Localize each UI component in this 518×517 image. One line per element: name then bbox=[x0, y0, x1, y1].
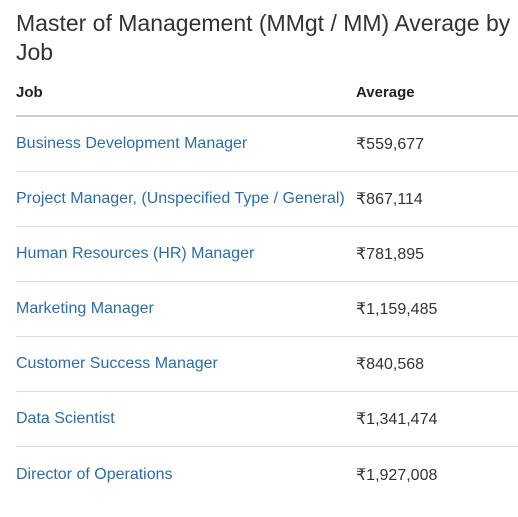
job-link[interactable]: Project Manager, (Unspecified Type / Gen… bbox=[16, 190, 345, 207]
average-value: ₹781,895 bbox=[356, 246, 425, 263]
table-row: Project Manager, (Unspecified Type / Gen… bbox=[16, 172, 518, 227]
salary-table-section: Master of Management (MMgt / MM) Average… bbox=[16, 0, 518, 502]
table-header: Job Average bbox=[16, 83, 518, 117]
job-link[interactable]: Marketing Manager bbox=[16, 300, 154, 317]
column-header-job: Job bbox=[16, 84, 43, 101]
job-link[interactable]: Business Development Manager bbox=[16, 135, 248, 152]
table-body: Business Development Manager ₹559,677 Pr… bbox=[16, 117, 518, 502]
table-row: Human Resources (HR) Manager ₹781,895 bbox=[16, 227, 518, 282]
average-value: ₹1,341,474 bbox=[356, 411, 438, 428]
job-link[interactable]: Data Scientist bbox=[16, 410, 115, 427]
table-row: Business Development Manager ₹559,677 bbox=[16, 117, 518, 172]
column-header-average: Average bbox=[356, 84, 415, 101]
section-title: Master of Management (MMgt / MM) Average… bbox=[16, 10, 511, 65]
table-row: Director of Operations ₹1,927,008 bbox=[16, 447, 518, 502]
table-row: Marketing Manager ₹1,159,485 bbox=[16, 282, 518, 337]
average-value: ₹840,568 bbox=[356, 356, 425, 373]
table-row: Customer Success Manager ₹840,568 bbox=[16, 337, 518, 392]
job-link[interactable]: Human Resources (HR) Manager bbox=[16, 245, 255, 262]
average-value: ₹1,927,008 bbox=[356, 466, 438, 484]
average-value: ₹867,114 bbox=[356, 191, 423, 208]
average-value: ₹559,677 bbox=[356, 136, 425, 153]
average-value: ₹1,159,485 bbox=[356, 301, 438, 318]
job-link[interactable]: Director of Operations bbox=[16, 465, 173, 483]
job-link[interactable]: Customer Success Manager bbox=[16, 355, 218, 372]
table-row: Data Scientist ₹1,341,474 bbox=[16, 392, 518, 447]
